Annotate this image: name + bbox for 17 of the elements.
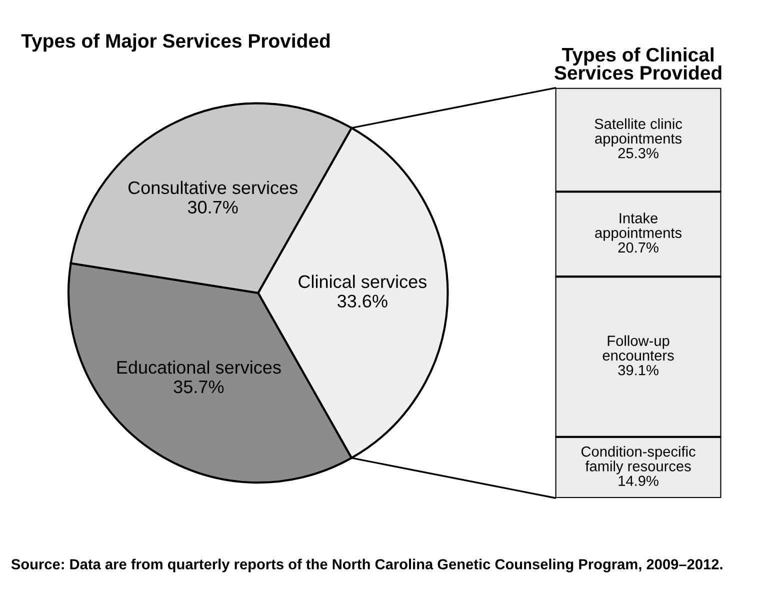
slice-label: Clinical services	[298, 274, 426, 288]
slice-label: Consultative services	[128, 180, 298, 194]
chart-title: Types of Major Services Provided	[21, 33, 330, 52]
data-label: 30.7%	[188, 200, 238, 214]
data-label: 20.7%	[618, 242, 658, 253]
series-label: Intake appointments	[595, 212, 682, 241]
data-label: 35.7%	[174, 380, 224, 394]
chart-title: Types of Clinical Services Provided	[554, 47, 722, 80]
slice-label: Educational services	[117, 360, 281, 374]
series-label: Satellite clinic appointments	[594, 118, 682, 147]
series-label: Follow-up encounters	[602, 335, 674, 361]
data-label: 25.3%	[618, 148, 658, 158]
series-label: Condition-specific family resources	[581, 446, 696, 474]
data-label: 33.6%	[338, 294, 388, 308]
data-label: 14.9%	[618, 476, 658, 486]
data-label: 39.1%	[618, 364, 658, 376]
source-note: Source: Data are from quarterly reports of the North Carolina Genetic Counseling Program, 2009–2012.	[11, 558, 722, 572]
